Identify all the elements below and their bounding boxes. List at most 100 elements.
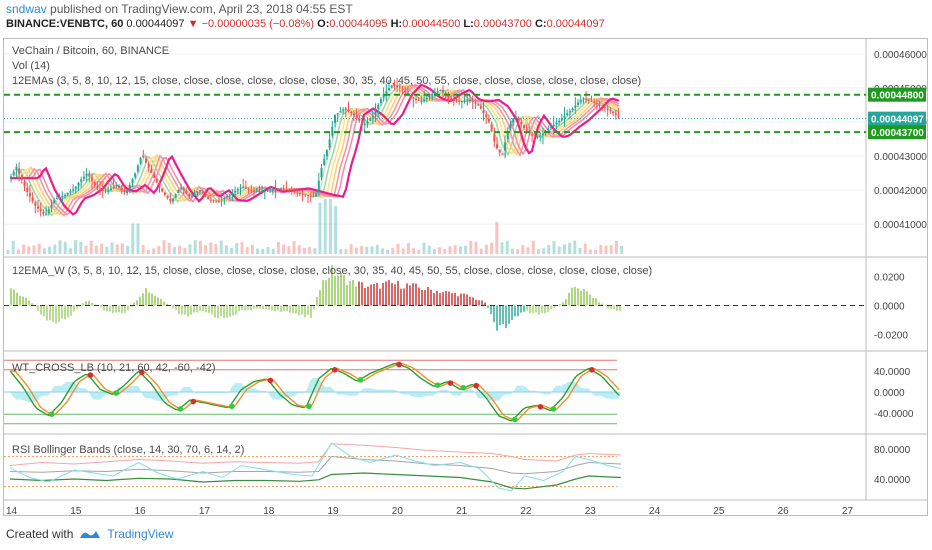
volume-bar [453, 245, 457, 254]
volume-bar [323, 199, 327, 254]
tradingview-link[interactable]: TradingView [107, 527, 174, 541]
time-tick-label: 18 [263, 506, 275, 517]
candle-body [458, 101, 461, 103]
volume-bar [412, 248, 416, 254]
candle-body [566, 113, 569, 116]
candle-body [58, 196, 61, 198]
price-tag-label: 0.00044097 [871, 115, 924, 126]
author-link[interactable]: sndwav [6, 2, 47, 16]
candle-body [487, 118, 490, 122]
wt-buy-dot [113, 390, 119, 396]
candle-body [161, 188, 164, 192]
volume-bar [484, 244, 488, 254]
candle-body [412, 97, 415, 99]
candle-body [96, 186, 99, 189]
candle-body [612, 111, 615, 114]
candle-body [47, 209, 50, 213]
volume-bar [531, 240, 535, 254]
volume-bar [479, 248, 483, 254]
wt-sell-dot [331, 367, 338, 373]
candle-body [401, 88, 404, 90]
volume-bar [339, 249, 343, 254]
candle-body [409, 95, 412, 97]
candle-body [66, 193, 69, 195]
time-tick-label: 17 [199, 506, 211, 517]
candle-body [555, 122, 558, 124]
wt1-line [9, 362, 620, 422]
candle-body [201, 191, 204, 194]
candle-body [514, 116, 517, 118]
candle-body [285, 189, 288, 191]
candle-body [217, 200, 220, 202]
chart-frame[interactable] [3, 38, 928, 516]
candle-body [547, 128, 550, 131]
candle-body [377, 104, 380, 109]
wt2-line [10, 362, 620, 422]
candle-body [598, 104, 601, 106]
volume-bar [256, 248, 260, 254]
candle-body [253, 190, 255, 192]
volume-bar [193, 240, 197, 254]
ema-label: 12EMAs (3, 5, 8, 10, 12, 15, close, clos… [12, 75, 641, 87]
wt-tick-label: 0.0000 [874, 388, 905, 399]
candle-body [477, 104, 480, 106]
candle-body [26, 188, 29, 192]
volume-bar [401, 248, 405, 254]
candle-body [371, 115, 374, 118]
candle-body [145, 158, 147, 163]
candle-body [604, 107, 606, 109]
candle-body [31, 197, 34, 202]
candle-body [271, 189, 274, 191]
wt-buy-dot [511, 416, 518, 423]
volume-bar [547, 245, 551, 254]
volume-bar [74, 240, 78, 254]
candle-body [226, 196, 228, 198]
candle-body [72, 189, 75, 191]
candle-body [582, 98, 585, 100]
candle-body [118, 185, 120, 188]
candle-body [355, 115, 358, 118]
open-label: O: [317, 18, 330, 30]
candle-body [107, 190, 110, 192]
candle-body [433, 92, 436, 94]
candle-body [193, 193, 196, 196]
candle-body [417, 99, 420, 101]
volume-bar [282, 244, 286, 254]
volume-bar [609, 245, 613, 254]
wt-buy-dot [48, 411, 55, 418]
volume-bar [573, 240, 577, 254]
candle-body [320, 167, 323, 178]
volume-bar [318, 202, 322, 254]
candle-body [423, 99, 426, 102]
candle-body [585, 98, 588, 100]
candle-body [126, 190, 129, 193]
candle-body [288, 190, 291, 192]
candle-body [601, 105, 604, 108]
volume-bar [240, 242, 244, 254]
volume-bar [11, 240, 15, 254]
candle-body [177, 189, 180, 193]
wt-sell-dot [396, 361, 402, 368]
candle-body [309, 195, 312, 197]
candle-body [501, 153, 504, 155]
wt-sell-dot [190, 398, 197, 405]
volume-bar [417, 249, 421, 254]
pane1-title: VeChain / Bitcoin, 60, BINANCE [12, 45, 169, 57]
volume-bar [110, 242, 114, 254]
candle-body [82, 176, 85, 179]
candle-body [247, 188, 250, 190]
candle-body [53, 200, 56, 204]
volume-bar [370, 246, 374, 254]
candle-body [69, 191, 72, 193]
volume-bar [79, 241, 83, 254]
time-tick-label: 24 [649, 506, 661, 517]
candle-body [506, 130, 509, 140]
volume-bar [188, 244, 192, 254]
volume-bar [552, 241, 556, 254]
volume-bar [146, 249, 150, 254]
candle-body [393, 84, 396, 86]
volume-bar [136, 223, 140, 254]
volume-bar [396, 244, 400, 254]
candle-body [142, 155, 145, 158]
